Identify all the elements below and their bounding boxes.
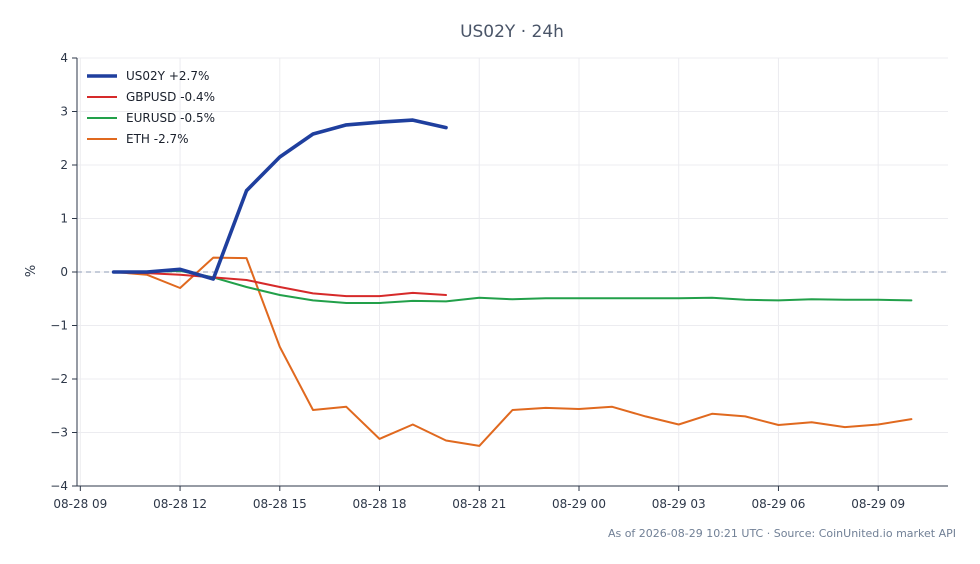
x-tick-label: 08-29 03 [652,497,706,511]
x-tick-label: 08-28 15 [253,497,307,511]
legend-label-0: US02Y +2.7% [126,69,209,83]
legend-label-3: ETH -2.7% [126,132,189,146]
series-line-3 [112,256,913,447]
x-tick-label: 08-28 18 [353,497,407,511]
y-tick-label: 4 [60,51,68,65]
x-tick-label: 08-29 09 [851,497,905,511]
x-tick-label: 08-28 09 [53,497,107,511]
y-tick-label: 1 [60,212,68,226]
x-tick-label: 08-29 00 [552,497,606,511]
legend-label-1: GBPUSD -0.4% [126,90,215,104]
legend: US02Y +2.7% GBPUSD -0.4% EURUSD -0.5% ETH -… [87,69,215,146]
series-line-0 [111,118,448,281]
y-ticks: 4 3 2 1 0 −1 −2 −3 −4 [50,51,77,493]
y-tick-label: −4 [50,479,68,493]
chart-title: US02Y · 24h [460,22,564,42]
y-tick-label: 2 [60,158,68,172]
y-axis-label: % [24,265,39,277]
series-lines [111,118,913,447]
legend-label-2: EURUSD -0.5% [126,111,215,125]
y-tick-label: 0 [60,265,68,279]
footer-source: As of 2026-08-29 10:21 UTC · Source: Coi… [608,527,956,540]
x-ticks: 08-28 09 08-28 12 08-28 15 08-28 18 08-28 21… [53,486,905,511]
x-tick-label: 08-28 12 [153,497,207,511]
y-tick-label: −2 [50,372,68,386]
x-tick-label: 08-29 06 [751,497,805,511]
x-tick-label: 08-28 21 [452,497,506,511]
series-line-2 [112,269,913,304]
y-tick-label: 3 [60,105,68,119]
y-tick-label: −1 [50,319,68,333]
y-tick-label: −3 [50,426,68,440]
series-line-1 [112,271,447,298]
